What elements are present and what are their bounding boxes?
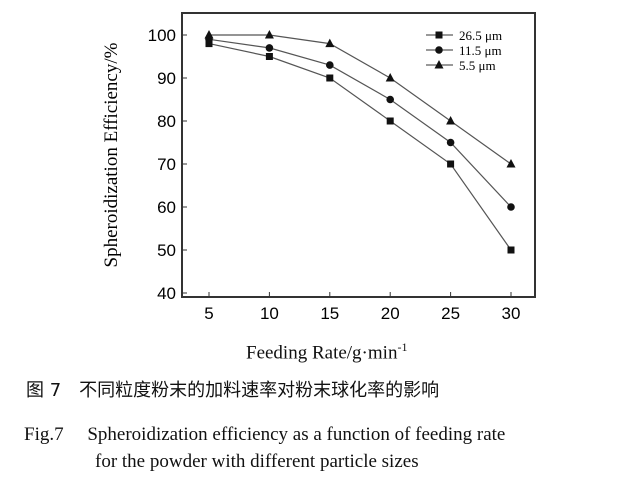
caption-english-line1: Fig.7 Spheroidization efficiency as a fu…: [24, 424, 506, 445]
data-point: [507, 246, 515, 254]
data-point: [506, 159, 516, 168]
legend-marker: [435, 31, 443, 39]
data-point: [265, 53, 273, 60]
x-axis-label: Feeding Rate/g·min-1: [246, 340, 408, 364]
data-point: [386, 95, 395, 104]
x-tick-label: 15: [320, 304, 339, 323]
x-tick-label: 30: [502, 304, 521, 323]
y-tick-label: 100: [148, 26, 176, 45]
data-point: [326, 74, 334, 82]
data-point: [507, 203, 515, 211]
data-point: [205, 40, 213, 48]
data-point: [385, 73, 395, 82]
y-tick-label: 90: [157, 69, 176, 88]
caption-english-line2: for the powder with different particle s…: [95, 451, 419, 472]
series-line-0: [208, 43, 512, 251]
x-tick-label: 5: [204, 304, 213, 323]
data-point: [204, 30, 214, 39]
x-tick-label: 10: [260, 304, 279, 323]
data-point: [386, 117, 394, 125]
x-tick-label: 25: [441, 304, 460, 323]
data-point: [446, 138, 455, 147]
data-point: [264, 30, 274, 39]
y-tick-label: 60: [157, 198, 176, 217]
plot-frame: [181, 12, 536, 298]
legend-label: 11.5 μm: [459, 43, 502, 58]
data-point: [446, 116, 456, 125]
y-axis-label: Spheroidization Efficiency/%: [101, 42, 122, 267]
legend-label: 26.5 μm: [459, 28, 502, 43]
y-tick-label: 70: [157, 155, 176, 174]
data-point: [265, 44, 274, 52]
y-tick-label: 50: [157, 241, 176, 260]
y-tick-label: 40: [157, 284, 176, 303]
x-tick-label: 20: [381, 304, 400, 323]
legend-label: 5.5 μm: [459, 58, 496, 73]
line-chart: 5 10 15 20 25 30 40 50 60 70 80 90 100 Spheroidizatio…: [101, 12, 536, 323]
data-point: [326, 61, 334, 69]
legend-marker: [435, 46, 443, 54]
legend-marker: [434, 60, 444, 69]
series-line-2: [209, 34, 512, 165]
data-point: [447, 160, 455, 168]
y-tick-label: 80: [157, 112, 176, 131]
caption-chinese: 图 7 不同粒度粉末的加料速率对粉末球化率的影响: [26, 380, 440, 401]
series-line-1: [208, 38, 512, 208]
data-point: [325, 38, 335, 48]
